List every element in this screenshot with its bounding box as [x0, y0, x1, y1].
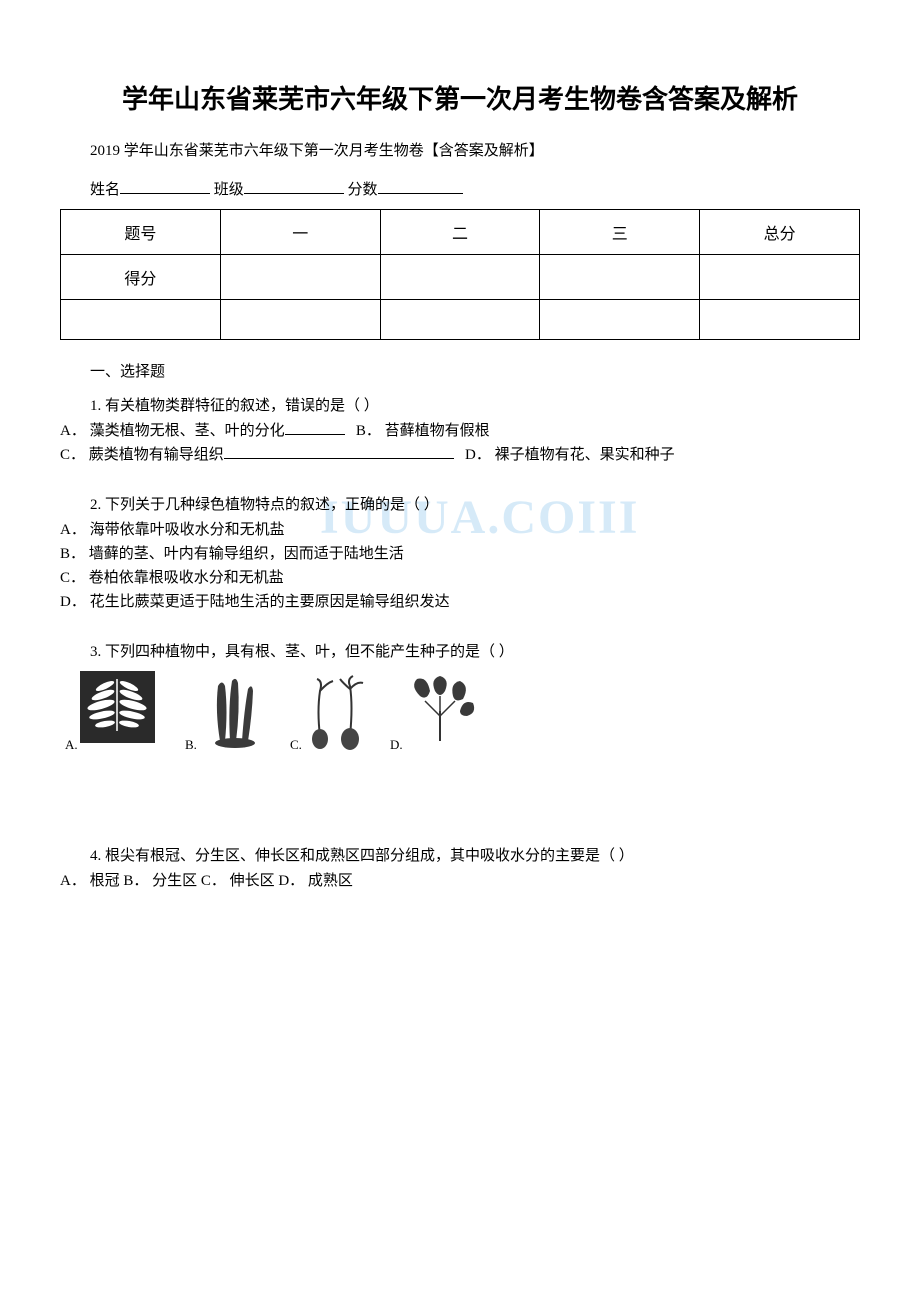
score-cell [380, 255, 540, 300]
header-cell: 一 [220, 210, 380, 255]
label-class: 班级 [214, 182, 244, 198]
student-info-line: 姓名 班级 分数 [60, 178, 860, 199]
option-c: C． 蕨类植物有输导组织 [60, 447, 224, 463]
row-label-cell: 得分 [61, 255, 221, 300]
question-stem: 1. 有关植物类群特征的叙述，错误的是（ ） [60, 396, 860, 417]
empty-cell [380, 300, 540, 340]
page-title: 学年山东省莱芜市六年级下第一次月考生物卷含答案及解析 [60, 80, 860, 119]
option-d: D． 裸子植物有花、果实和种子 [465, 447, 675, 463]
score-cell [540, 255, 700, 300]
label-score: 分数 [348, 182, 378, 198]
option-d: D． 花生比蕨菜更适于陆地生活的主要原因是输导组织发达 [60, 590, 860, 614]
empty-cell [700, 300, 860, 340]
table-row: 得分 [61, 255, 860, 300]
label-name: 姓名 [90, 182, 120, 198]
question-options: A． 根冠 B． 分生区 C． 伸长区 D． 成熟区 [60, 869, 860, 893]
question-stem: 4. 根尖有根冠、分生区、伸长区和成熟区四部分组成，其中吸收水分的主要是（ ） [60, 846, 860, 867]
empty-cell [220, 300, 380, 340]
score-table: 题号 一 二 三 总分 得分 [60, 209, 860, 340]
table-row: 题号 一 二 三 总分 [61, 210, 860, 255]
header-cell: 题号 [61, 210, 221, 255]
question-options: A． 藻类植物无根、茎、叶的分化 B． 苔藓植物有假根 C． 蕨类植物有输导组织… [60, 419, 860, 467]
question-stem: 3. 下列四种植物中，具有根、茎、叶，但不能产生种子的是（ ） [60, 642, 860, 663]
plant-option-images: A. B. C. [60, 671, 860, 756]
options-inline: A． 根冠 B． 分生区 C． 伸长区 D． 成熟区 [60, 873, 353, 889]
section-header: 一、选择题 [60, 360, 860, 381]
header-cell: 二 [380, 210, 540, 255]
score-cell [700, 255, 860, 300]
svg-text:A.: A. [65, 737, 78, 752]
svg-text:B.: B. [185, 737, 197, 752]
option-b: B． 苔藓植物有假根 [356, 423, 490, 439]
option-a: A． 海带依靠叶吸收水分和无机盐 [60, 518, 860, 542]
question-options: A． 海带依靠叶吸收水分和无机盐 B． 墙藓的茎、叶内有输导组织，因而适于陆地生… [60, 518, 860, 614]
option-b: B． 墙藓的茎、叶内有输导组织，因而适于陆地生活 [60, 542, 860, 566]
svg-text:C.: C. [290, 737, 302, 752]
option-c: C． 卷柏依靠根吸收水分和无机盐 [60, 566, 860, 590]
option-a: A． 藻类植物无根、茎、叶的分化 [60, 423, 285, 439]
header-cell: 三 [540, 210, 700, 255]
empty-cell [61, 300, 221, 340]
score-cell [220, 255, 380, 300]
empty-cell [540, 300, 700, 340]
table-row [61, 300, 860, 340]
svg-text:D.: D. [390, 737, 403, 752]
question-stem: 2. 下列关于几种绿色植物特点的叙述，正确的是（ ） [60, 495, 860, 516]
subtitle: 2019 学年山东省莱芜市六年级下第一次月考生物卷【含答案及解析】 [60, 139, 860, 160]
header-cell: 总分 [700, 210, 860, 255]
